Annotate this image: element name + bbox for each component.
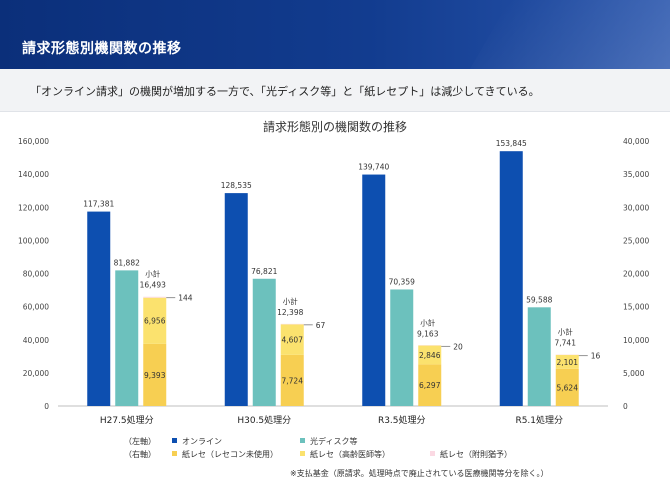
data-label-paper: 2,846 (419, 351, 441, 360)
left-tick-label: 20,000 (23, 369, 49, 378)
left-tick-label: 40,000 (23, 336, 49, 345)
left-tick-label: 160,000 (18, 137, 49, 146)
right-tick-label: 5,000 (623, 369, 645, 378)
bar-paper-segment (418, 364, 442, 406)
right-tick-label: 35,000 (623, 170, 649, 179)
bar-optical-disk (115, 270, 139, 406)
data-label-optical-disk: 70,359 (389, 277, 415, 286)
legend-left-axis-label: （左軸） (124, 436, 156, 446)
left-tick-label: 60,000 (23, 303, 49, 312)
data-label-online: 139,740 (358, 163, 389, 172)
legend-right-axis-label: （右軸） (124, 449, 156, 459)
data-label-online: 153,845 (496, 139, 527, 148)
right-tick-label: 10,000 (623, 336, 649, 345)
left-tick-label: 140,000 (18, 170, 49, 179)
chart-footnote: ※支払基金（原請求。処理時点で廃止されている医療機関等分を除く。） (290, 468, 548, 478)
bar-online (499, 151, 523, 406)
data-label-paper-small: 67 (316, 321, 326, 330)
right-tick-label: 30,000 (623, 203, 649, 212)
legend-label: 紙レセ（附則猶予） (440, 449, 512, 459)
bar-chart: 請求形態別の機関数の推移 0 20,000 40,000 60,000 80,000 10… (18, 119, 649, 478)
bar-optical-disk (527, 307, 551, 406)
category-label: R5.1処理分 (515, 414, 563, 426)
subtotal-value: 16,493 (140, 281, 166, 290)
data-label-paper: 9,393 (144, 371, 166, 380)
data-label-optical-disk: 59,588 (526, 295, 552, 304)
legend-label: 紙レセ（高齢医師等） (310, 449, 390, 459)
data-label-paper-small: 16 (591, 352, 601, 361)
left-tick-label: 120,000 (18, 203, 49, 212)
data-label-optical-disk: 81,882 (114, 258, 140, 267)
category-label: H27.5処理分 (100, 414, 154, 426)
bar-optical-disk (390, 289, 414, 406)
legend-label: 光ディスク等 (310, 436, 357, 446)
bar-paper-segment (280, 324, 304, 355)
subtotal-caption: 小計 (145, 269, 160, 279)
legend-swatch (430, 451, 435, 456)
data-label-paper: 5,624 (557, 383, 579, 392)
subtotal-caption: 小計 (558, 327, 573, 337)
legend-swatch (172, 438, 177, 443)
bar-online (87, 211, 111, 406)
bar-paper-segment (418, 345, 442, 365)
page-title: 請求形態別機関数の推移 (22, 41, 182, 57)
right-tick-label: 40,000 (623, 137, 649, 146)
data-label-paper-small: 144 (178, 294, 193, 303)
right-tick-label: 0 (623, 402, 628, 411)
category-label: R3.5処理分 (378, 414, 426, 426)
bar-paper-segment (555, 354, 579, 369)
summary-text: 「オンライン請求」の機関が増加する一方で、「光ディスク等」と「紙レセプト」は減少… (30, 85, 540, 98)
legend-swatch (300, 438, 305, 443)
bar-optical-disk (252, 278, 276, 406)
summary-bar: 「オンライン請求」の機関が増加する一方で、「光ディスク等」と「紙レセプト」は減少… (0, 69, 670, 112)
right-tick-label: 20,000 (623, 270, 649, 279)
data-label-paper: 4,607 (282, 336, 304, 345)
subtotal-value: 9,163 (417, 329, 439, 338)
data-label-paper: 6,956 (144, 317, 166, 326)
subtotal-value: 7,741 (555, 339, 577, 348)
category-label: H30.5処理分 (237, 414, 291, 426)
legend-label: 紙レセ（レセコン未使用） (182, 449, 278, 459)
data-label-optical-disk: 76,821 (251, 267, 277, 276)
chart-title: 請求形態別の機関数の推移 (263, 119, 407, 134)
left-tick-label: 0 (44, 402, 49, 411)
legend-swatch (172, 451, 177, 456)
bar-paper-segment (143, 296, 167, 298)
left-tick-label: 80,000 (23, 270, 49, 279)
data-label-paper: 7,724 (282, 376, 304, 385)
legend-swatch (300, 451, 305, 456)
bar-paper-segment (143, 343, 167, 406)
data-label-paper-small: 20 (453, 342, 463, 351)
subtotal-caption: 小計 (420, 317, 435, 327)
data-label-online: 117,381 (83, 200, 114, 209)
data-label-paper: 6,297 (419, 381, 441, 390)
bar-paper-segment (280, 354, 304, 406)
header-banner: 請求形態別機関数の推移 (0, 0, 670, 69)
bar-paper-segment (555, 368, 579, 406)
data-label-online: 128,535 (221, 181, 252, 190)
legend-label: オンライン (182, 437, 222, 446)
bar-online (224, 193, 248, 406)
bar-online (362, 174, 386, 406)
left-tick-label: 100,000 (18, 236, 49, 245)
subtotal-caption: 小計 (283, 296, 298, 306)
right-tick-label: 25,000 (623, 236, 649, 245)
subtotal-value: 12,398 (277, 308, 303, 317)
bar-paper-segment (143, 297, 167, 344)
right-tick-label: 15,000 (623, 303, 649, 312)
data-label-paper: 2,101 (557, 358, 579, 367)
